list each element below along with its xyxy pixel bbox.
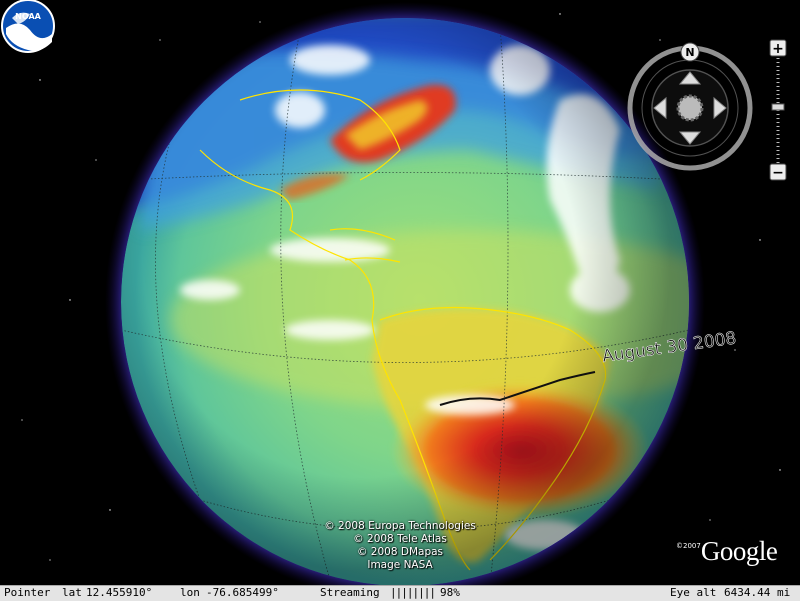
attribution-line: © 2008 Europa Technologies [324, 520, 476, 532]
status-bar: Pointer lat 12.455910° lon -76.685499° S… [0, 585, 800, 601]
move-joystick[interactable] [651, 69, 729, 147]
google-logo: ©2007Google [676, 536, 778, 567]
zoom-slider-handle[interactable] [771, 103, 785, 111]
pointer-label: Pointer [4, 586, 51, 599]
attribution-line: Image NASA [367, 559, 433, 571]
svg-text:N: N [685, 46, 694, 59]
attribution-line: © 2008 Tele Atlas [353, 533, 447, 545]
pan-right-icon[interactable] [713, 96, 727, 120]
noaa-logo: NOAA [1, 0, 55, 53]
svg-text:−: − [772, 165, 784, 181]
center-gear-icon[interactable] [676, 94, 704, 122]
streaming-percent: 98% [440, 586, 460, 599]
pan-left-icon[interactable] [653, 96, 667, 120]
north-button[interactable]: N [680, 42, 700, 62]
earth-globe-view[interactable]: August 30 2008 [0, 0, 800, 585]
navigation-controls[interactable]: N + − [625, 38, 795, 188]
zoom-in-button[interactable]: + [769, 39, 787, 57]
pan-up-icon[interactable] [678, 71, 702, 85]
zoom-slider[interactable] [771, 58, 785, 163]
eye-alt-value: 6434.44 mi [724, 586, 791, 599]
google-copyright: ©2007 [676, 542, 701, 550]
lat-value: 12.455910° [86, 586, 153, 599]
streaming-progress-bars: |||||||| [390, 586, 436, 599]
pan-down-icon[interactable] [678, 131, 702, 145]
streaming-label: Streaming [320, 586, 380, 599]
imagery-attribution: © 2008 Europa Technologies © 2008 Tele A… [300, 520, 500, 572]
lat-label: lat [62, 586, 82, 599]
noaa-logo-text: NOAA [15, 12, 41, 21]
lon-value: -76.685499° [206, 586, 279, 599]
google-wordmark: Google [700, 536, 778, 566]
attribution-line: © 2008 DMapas [356, 546, 444, 558]
zoom-out-button[interactable]: − [769, 163, 787, 181]
svg-text:+: + [772, 41, 784, 57]
lon-label: lon [180, 586, 200, 599]
eye-alt-label: Eye alt [670, 586, 717, 599]
earth-viewport[interactable]: August 30 2008 NOAA N [0, 0, 800, 585]
globe-surface [121, 18, 689, 585]
